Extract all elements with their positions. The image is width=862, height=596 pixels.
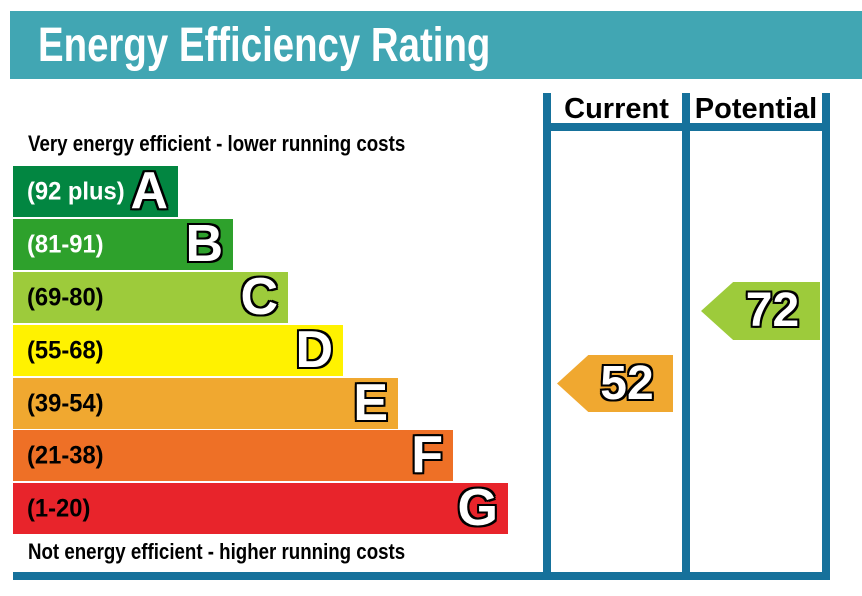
band-F: (21-38) F [13,426,453,484]
band-letter: E [353,374,388,432]
band-range-label: (55-68) [27,336,104,364]
column-divider-border [682,93,690,580]
chart-title: Energy Efficiency Rating [38,18,491,72]
current-rating-value: 52 [600,356,654,410]
chart-bottom-border [13,572,830,580]
band-range-label: (1-20) [27,494,91,522]
band-range-label: (69-80) [27,283,104,311]
column-label-current: Current [564,93,669,125]
band-C: (69-80) C [13,268,288,326]
band-letter: B [185,215,223,273]
caption-not-efficient: Not energy efficient - higher running co… [28,539,406,564]
current-column-left-border [543,93,551,580]
chart-header: Energy Efficiency Rating [10,11,862,79]
potential-column-right-border [822,93,830,580]
band-E: (39-54) E [13,374,398,432]
band-letter: C [240,268,278,326]
column-label-potential: Potential [694,93,818,125]
band-letter: A [130,162,168,220]
caption-very-efficient: Very energy efficient - lower running co… [28,131,406,156]
band-range-label: (92 plus) [27,177,125,205]
band-letter: D [295,321,333,379]
band-range-label: (39-54) [27,389,104,417]
band-D: (55-68) D [13,321,343,379]
band-letter: F [411,426,443,484]
potential-rating-arrow: 72 [701,282,820,340]
band-B: (81-91) B [13,215,233,273]
band-range-label: (21-38) [27,441,104,469]
current-rating-arrow: 52 [557,355,673,412]
potential-rating-value: 72 [745,284,800,337]
band-G: (1-20) G [13,479,508,537]
band-range-label: (81-91) [27,230,104,258]
column-header-separator [543,123,830,131]
band-letter: G [457,479,498,537]
band-A: (92 plus) A [13,162,178,220]
